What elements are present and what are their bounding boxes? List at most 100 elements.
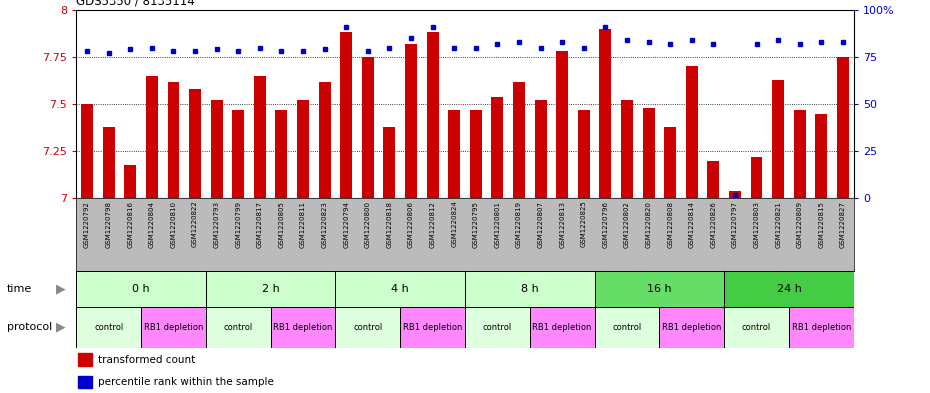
Text: GSM1220792: GSM1220792	[84, 201, 90, 248]
Text: GSM1220822: GSM1220822	[192, 201, 198, 248]
Bar	[594, 271, 724, 307]
Bar	[141, 307, 206, 348]
Bar	[297, 100, 309, 198]
Text: GSM1220800: GSM1220800	[365, 201, 371, 248]
Bar	[685, 66, 698, 198]
Text: 8 h: 8 h	[521, 284, 538, 294]
Bar	[772, 80, 784, 198]
Text: GSM1220826: GSM1220826	[711, 201, 716, 248]
Text: GSM1220808: GSM1220808	[667, 201, 673, 248]
Bar	[254, 76, 266, 198]
Text: GSM1220812: GSM1220812	[430, 201, 435, 248]
Bar	[319, 81, 330, 198]
Text: GSM1220816: GSM1220816	[127, 201, 133, 248]
Bar	[643, 108, 655, 198]
Text: GSM1220818: GSM1220818	[386, 201, 392, 248]
Text: ▶: ▶	[56, 282, 65, 296]
Bar	[125, 165, 136, 198]
Bar	[336, 271, 465, 307]
Text: ▶: ▶	[56, 321, 65, 334]
Bar	[340, 33, 352, 198]
Bar	[789, 307, 854, 348]
Text: RB1 depletion: RB1 depletion	[144, 323, 203, 332]
Text: control: control	[353, 323, 382, 332]
Bar	[729, 191, 741, 198]
Text: GSM1220793: GSM1220793	[214, 201, 219, 248]
Text: GSM1220806: GSM1220806	[408, 201, 414, 248]
Bar	[621, 100, 633, 198]
Bar	[232, 110, 245, 198]
Bar	[206, 307, 271, 348]
Bar	[708, 161, 719, 198]
Bar	[816, 114, 828, 198]
Bar	[78, 353, 92, 366]
Bar	[448, 110, 460, 198]
Text: GSM1220799: GSM1220799	[235, 201, 241, 248]
Bar	[362, 57, 374, 198]
Text: 0 h: 0 h	[132, 284, 150, 294]
Text: GSM1220807: GSM1220807	[538, 201, 544, 248]
Bar	[427, 33, 439, 198]
Bar	[400, 307, 465, 348]
Bar	[751, 157, 763, 198]
Bar	[465, 307, 530, 348]
Bar	[837, 57, 849, 198]
Text: GSM1220801: GSM1220801	[495, 201, 500, 248]
Bar	[659, 307, 724, 348]
Text: control: control	[483, 323, 512, 332]
Bar	[78, 376, 92, 388]
Bar	[578, 110, 590, 198]
Text: control: control	[94, 323, 124, 332]
Text: 16 h: 16 h	[647, 284, 671, 294]
Text: percentile rank within the sample: percentile rank within the sample	[98, 377, 274, 387]
Bar	[491, 97, 503, 198]
Bar	[664, 127, 676, 198]
Bar	[405, 44, 417, 198]
Bar	[76, 307, 141, 348]
Text: GSM1220805: GSM1220805	[278, 201, 285, 248]
Text: GSM1220796: GSM1220796	[603, 201, 608, 248]
Bar	[724, 271, 854, 307]
Bar	[465, 271, 594, 307]
Text: RB1 depletion: RB1 depletion	[403, 323, 462, 332]
Text: GSM1220821: GSM1220821	[775, 201, 781, 248]
Bar	[211, 100, 222, 198]
Bar	[724, 307, 789, 348]
Text: time: time	[7, 284, 32, 294]
Text: GSM1220810: GSM1220810	[170, 201, 177, 248]
Bar	[167, 81, 179, 198]
Text: GSM1220809: GSM1220809	[797, 201, 803, 248]
Text: GSM1220795: GSM1220795	[472, 201, 479, 248]
Bar	[146, 76, 158, 198]
Bar	[556, 51, 568, 198]
Text: RB1 depletion: RB1 depletion	[273, 323, 333, 332]
Text: GSM1220803: GSM1220803	[753, 201, 760, 248]
Bar	[271, 307, 336, 348]
Text: GSM1220797: GSM1220797	[732, 201, 738, 248]
Text: GSM1220827: GSM1220827	[840, 201, 846, 248]
Bar	[336, 307, 400, 348]
Text: GSM1220811: GSM1220811	[300, 201, 306, 248]
Bar	[530, 307, 594, 348]
Bar	[600, 29, 611, 198]
Text: GSM1220825: GSM1220825	[580, 201, 587, 248]
Bar	[513, 81, 525, 198]
Text: GSM1220804: GSM1220804	[149, 201, 155, 248]
Bar	[470, 110, 482, 198]
Text: control: control	[742, 323, 771, 332]
Bar	[594, 307, 659, 348]
Text: transformed count: transformed count	[98, 354, 195, 365]
Bar	[794, 110, 805, 198]
Text: GSM1220823: GSM1220823	[322, 201, 327, 248]
Bar	[102, 127, 114, 198]
Text: control: control	[612, 323, 642, 332]
Text: GSM1220824: GSM1220824	[451, 201, 458, 248]
Text: GSM1220819: GSM1220819	[516, 201, 522, 248]
Bar	[206, 271, 336, 307]
Text: GSM1220813: GSM1220813	[559, 201, 565, 248]
Text: RB1 depletion: RB1 depletion	[791, 323, 851, 332]
Bar	[76, 271, 206, 307]
Bar	[189, 89, 201, 198]
Text: RB1 depletion: RB1 depletion	[662, 323, 722, 332]
Text: GSM1220802: GSM1220802	[624, 201, 630, 248]
